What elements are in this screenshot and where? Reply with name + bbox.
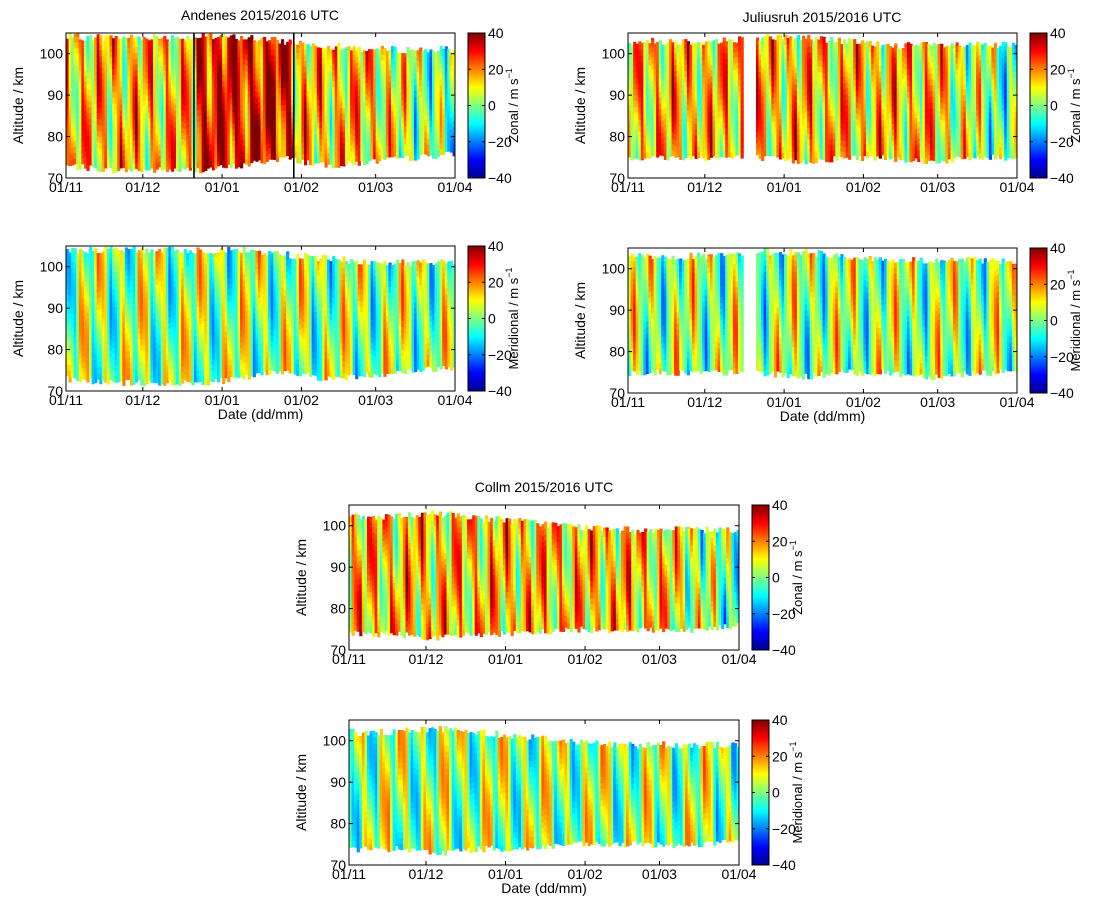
heatmap-cell — [145, 249, 148, 251]
heatmap-cell — [419, 47, 422, 50]
colorbar-label-superscript: −1 — [504, 68, 514, 78]
heatmap-cell — [138, 37, 141, 38]
heatmap-cell — [273, 37, 276, 38]
heatmap-cell — [158, 249, 161, 252]
heatmap-cell — [133, 246, 136, 251]
x-tick-label: 01/03 — [358, 179, 393, 195]
colorbar-tick-label: 20 — [488, 61, 504, 77]
heatmap-cell — [327, 46, 330, 49]
heatmap-cell — [184, 249, 187, 253]
heatmap-cell — [232, 34, 235, 36]
heatmap-cell — [250, 35, 253, 41]
heatmap-cell — [130, 35, 133, 39]
heatmap-cell — [301, 43, 304, 44]
heatmap-cell — [358, 47, 361, 50]
heatmap-cell — [89, 247, 92, 251]
heatmap-cells — [66, 246, 456, 386]
heatmap-cell — [447, 49, 450, 53]
colorbar-tick-label: −40 — [488, 170, 512, 186]
heatmap-cell — [197, 247, 200, 249]
colorbar-label-text: Zonal / m s — [506, 78, 521, 143]
heatmap-cell — [281, 39, 284, 41]
y-tick-label: 90 — [47, 87, 63, 103]
panel-title: Andenes 2015/2016 UTC — [181, 7, 339, 23]
heatmap-cell — [235, 249, 238, 250]
x-tick-label: 01/02 — [284, 179, 319, 195]
y-axis-label: Altitude / km — [10, 67, 26, 144]
colorbar-label: Zonal / m s−1 — [504, 68, 521, 143]
heatmap-cell — [445, 46, 448, 47]
heatmap-cell — [222, 378, 225, 384]
heatmap-cell — [314, 46, 317, 48]
heatmap-cell — [115, 248, 118, 250]
y-tick-label: 100 — [40, 46, 64, 62]
heatmap-cell — [312, 43, 315, 44]
heatmap-cell — [243, 247, 246, 252]
heatmap-cell — [81, 251, 84, 252]
heatmap-cell — [383, 48, 386, 49]
heatmap-cell — [411, 49, 414, 50]
heatmap-cell — [429, 49, 432, 51]
colorbar-tick-label: 40 — [488, 25, 504, 41]
heatmap-cell — [348, 46, 351, 51]
x-tick-label: 01/01 — [205, 179, 240, 195]
heatmap-cell — [176, 37, 179, 38]
heatmap-cell — [227, 247, 230, 249]
heatmap-cell — [122, 380, 125, 386]
heatmap-cell — [209, 34, 212, 40]
x-tick-label: 01/12 — [125, 179, 160, 195]
heatmap-cells — [66, 33, 456, 173]
heatmap-cell — [424, 49, 427, 50]
heatmap-cell — [289, 39, 292, 43]
heatmap-cell — [89, 35, 92, 38]
heatmap-cell — [99, 35, 102, 39]
colorbar-tick-label: 0 — [488, 98, 496, 114]
heatmap-cell — [394, 47, 397, 53]
heatmap-cell — [74, 248, 77, 251]
y-tick-label: 80 — [47, 129, 63, 145]
heatmap-cell — [186, 36, 189, 40]
heatmap-cell — [94, 248, 97, 249]
heatmap-cell — [299, 41, 302, 42]
x-tick-label: 01/04 — [437, 179, 472, 195]
heatmap-cell — [337, 43, 340, 46]
y-tick-label: 70 — [47, 170, 63, 186]
heatmap-cell — [181, 39, 184, 41]
heatmap-cell — [176, 249, 179, 251]
heatmap-cell — [76, 33, 79, 36]
